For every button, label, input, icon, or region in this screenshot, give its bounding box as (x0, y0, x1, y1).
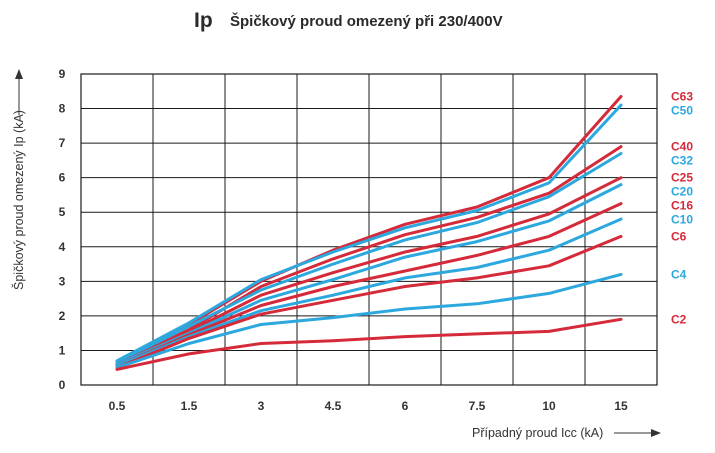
y-tick-label: 3 (59, 274, 66, 288)
y-tick-label: 0 (59, 378, 66, 392)
chart-title: Špičkový proud omezený při 230/400V (230, 12, 503, 30)
series-line-c6 (115, 234, 623, 370)
y-tick-label: 2 (59, 309, 66, 323)
y-tick-label: 6 (59, 171, 66, 185)
legend-label-c40: C40 (671, 140, 693, 154)
series-line-c25 (115, 176, 623, 366)
y-axis-title: Špičkový proud omezený Ip (kA) (11, 110, 26, 290)
legend-label-c6: C6 (671, 229, 687, 243)
legend-label-c20: C20 (671, 185, 693, 199)
series-line-c4 (115, 272, 623, 370)
legend-label-c25: C25 (671, 171, 693, 185)
legend-label-c4: C4 (671, 267, 687, 281)
x-axis-label: Případný proud Icc (kA) (472, 426, 603, 440)
series-lines (115, 95, 623, 371)
series-line-c2 (115, 317, 623, 371)
legend-label-c32: C32 (671, 154, 693, 168)
x-tick-label: 10 (542, 399, 556, 413)
series-line-c32 (115, 152, 623, 364)
series-line-c10 (115, 217, 623, 368)
y-tick-label: 5 (59, 205, 66, 219)
legend-label-c63: C63 (671, 89, 693, 103)
series-line-c40 (115, 145, 623, 366)
legend-label-c10: C10 (671, 213, 693, 227)
x-tick-labels: 0.5 1.5 3 4.5 6 7.5 10 15 (109, 399, 628, 413)
y-tick-label: 4 (59, 240, 66, 254)
legend-label-c16: C16 (671, 199, 693, 213)
x-tick-label: 4.5 (325, 399, 342, 413)
x-tick-label: 0.5 (109, 399, 126, 413)
x-tick-label: 3 (258, 399, 265, 413)
x-tick-label: 6 (402, 399, 409, 413)
x-tick-label: 1.5 (181, 399, 198, 413)
y-tick-label: 8 (59, 102, 66, 116)
x-tick-label: 15 (614, 399, 628, 413)
y-tick-label: 7 (59, 136, 66, 150)
series-line-c20 (115, 183, 623, 366)
chart-symbol: Ip (194, 9, 213, 32)
x-tick-label: 7.5 (469, 399, 486, 413)
y-tick-label: 1 (59, 343, 66, 357)
legend-label-c50: C50 (671, 103, 693, 117)
y-axis-label: Špičkový proud omezený Ip (kA) (11, 110, 26, 290)
series-line-c16 (115, 202, 623, 368)
legend-label-c2: C2 (671, 312, 687, 326)
y-tick-labels: 0 1 2 3 4 5 6 7 8 9 (59, 67, 66, 392)
y-tick-label: 9 (59, 67, 66, 81)
series-line-c50 (115, 103, 623, 363)
